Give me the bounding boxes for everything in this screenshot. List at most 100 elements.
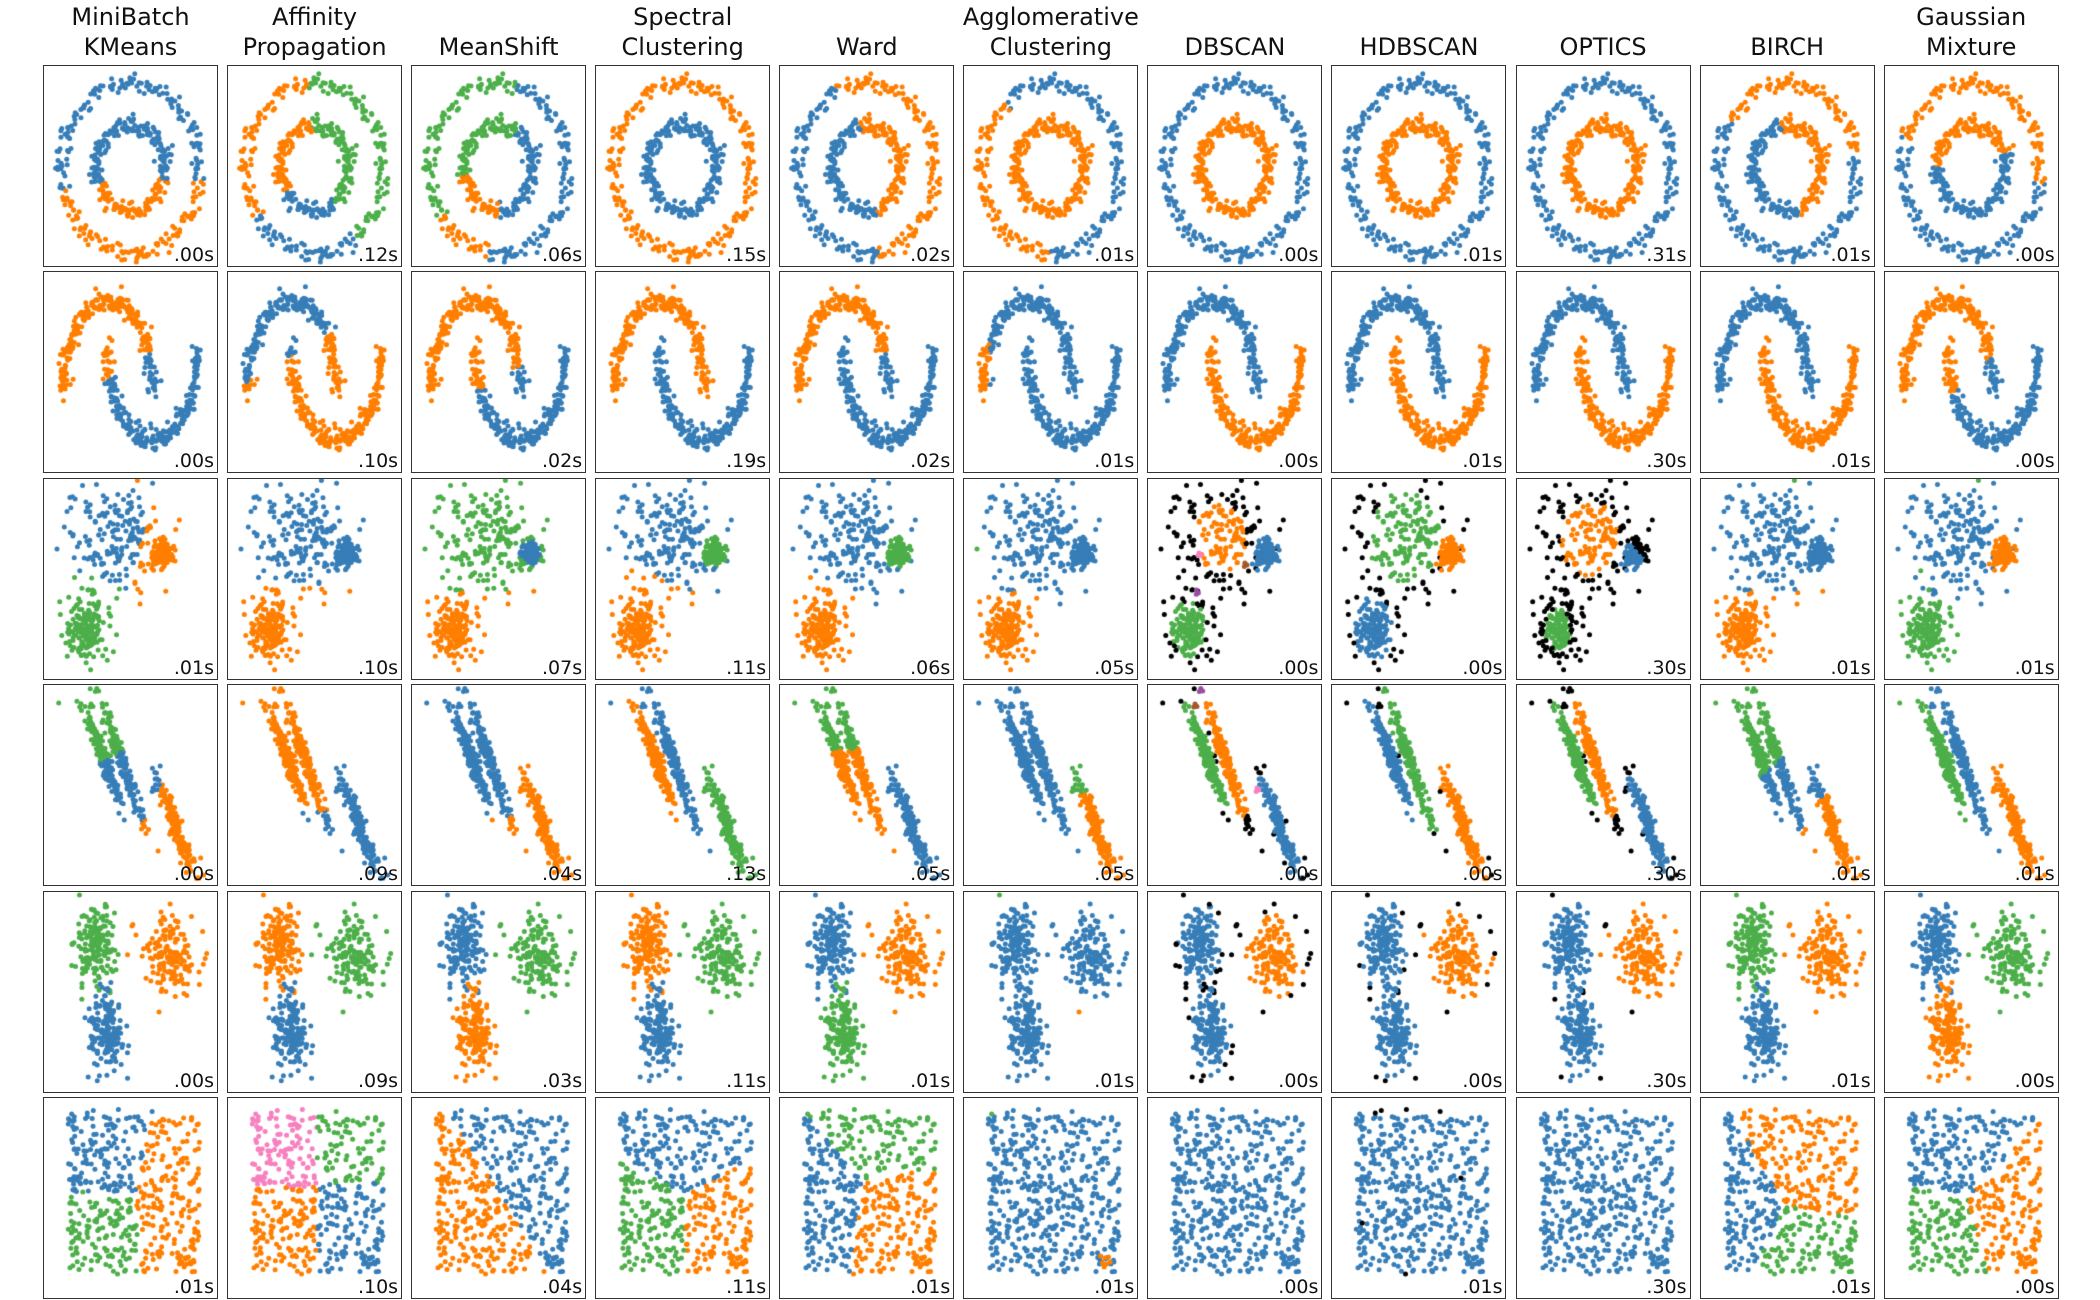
scatter-canvas	[1148, 1098, 1322, 1298]
subplot-r1c4: .15s	[595, 65, 771, 267]
subplot-r4c2: .09s	[227, 684, 403, 887]
subplot-r6c1: .01s	[43, 1097, 218, 1299]
subplot-r6c2: .10s	[227, 1097, 403, 1299]
scatter-canvas	[596, 66, 770, 266]
scatter-canvas	[780, 891, 954, 1092]
scatter-canvas	[964, 685, 1138, 886]
scatter-canvas	[1884, 1098, 2058, 1298]
timing-label: .30s	[1646, 1069, 1687, 1092]
timing-label: .01s	[910, 1069, 951, 1092]
subplot-r4c3: .04s	[411, 684, 587, 887]
timing-label: .03s	[542, 1069, 583, 1092]
timing-label: .01s	[1094, 1069, 1135, 1092]
subplot-r1c5: .02s	[779, 65, 955, 267]
scatter-canvas	[228, 891, 402, 1092]
timing-label: .01s	[173, 1276, 214, 1298]
scatter-canvas	[596, 685, 770, 886]
scatter-canvas	[1700, 891, 1874, 1092]
scatter-canvas	[1516, 891, 1690, 1092]
timing-label: .00s	[1278, 450, 1319, 473]
subplot-r1c9: .31s	[1515, 65, 1691, 267]
scatter-canvas	[1516, 478, 1690, 679]
scatter-canvas	[1700, 272, 1874, 473]
timing-label: .01s	[1830, 863, 1871, 886]
scatter-canvas	[228, 272, 402, 473]
timing-label: .07s	[542, 656, 583, 679]
scatter-canvas	[1332, 66, 1506, 266]
subplot-r5c11: .00s	[1883, 890, 2059, 1093]
scatter-canvas	[228, 478, 402, 679]
timing-label: .12s	[357, 244, 399, 266]
scatter-canvas	[1148, 272, 1322, 473]
timing-label: .05s	[1094, 656, 1135, 679]
timing-label: .00s	[1278, 1276, 1319, 1298]
scatter-canvas	[228, 685, 402, 886]
scatter-canvas	[780, 685, 954, 886]
timing-label: .09s	[357, 863, 399, 886]
scatter-canvas	[1884, 478, 2058, 679]
subplot-r4c7: .00s	[1147, 684, 1323, 887]
subplot-r1c7: .00s	[1147, 65, 1323, 267]
timing-label: .01s	[1830, 1276, 1871, 1298]
subplot-r1c6: .01s	[963, 65, 1139, 267]
subplot-r1c2: .12s	[227, 65, 403, 267]
subplot-r4c11: .01s	[1883, 684, 2059, 887]
scatter-canvas	[596, 478, 770, 679]
timing-label: .00s	[1278, 863, 1319, 886]
subplot-r2c10: .01s	[1699, 271, 1875, 474]
timing-label: .00s	[2014, 1069, 2055, 1092]
timing-label: .10s	[357, 1276, 399, 1298]
scatter-canvas	[412, 66, 586, 266]
subplot-r6c4: .11s	[595, 1097, 771, 1299]
subplot-r5c9: .30s	[1515, 890, 1691, 1093]
column-title: Spectral Clustering	[621, 3, 744, 61]
scatter-canvas	[1700, 1098, 1874, 1298]
scatter-canvas	[964, 1098, 1138, 1298]
scatter-canvas	[1884, 891, 2058, 1092]
scatter-canvas	[1332, 891, 1506, 1092]
scatter-canvas	[412, 891, 586, 1092]
timing-label: .01s	[173, 656, 214, 679]
subplot-r5c8: .00s	[1331, 890, 1507, 1093]
subplot-r2c5: .02s	[779, 271, 955, 474]
subplot-r6c5: .01s	[779, 1097, 955, 1299]
timing-label: .09s	[357, 1069, 399, 1092]
scatter-canvas	[412, 478, 586, 679]
timing-label: .01s	[910, 1276, 951, 1298]
scatter-canvas	[964, 891, 1138, 1092]
timing-label: .01s	[1462, 450, 1503, 473]
scatter-canvas	[780, 272, 954, 473]
timing-label: .11s	[726, 656, 767, 679]
scatter-canvas	[1332, 1098, 1506, 1298]
timing-label: .01s	[2014, 656, 2055, 679]
subplot-r6c3: .04s	[411, 1097, 587, 1299]
column-title: Agglomerative Clustering	[962, 3, 1139, 61]
scatter-canvas	[1700, 685, 1874, 886]
subplot-r4c5: .05s	[779, 684, 955, 887]
timing-label: .00s	[173, 1069, 214, 1092]
timing-label: .00s	[2014, 450, 2055, 473]
scatter-canvas	[1516, 685, 1690, 886]
timing-label: .01s	[1094, 244, 1135, 266]
subplot-r6c9: .30s	[1515, 1097, 1691, 1299]
subplot-r3c9: .30s	[1515, 477, 1691, 680]
subplot-r1c8: .01s	[1331, 65, 1507, 267]
subplot-r5c4: .11s	[595, 890, 771, 1093]
scatter-canvas	[44, 272, 217, 473]
scatter-canvas	[1884, 272, 2058, 473]
scatter-canvas	[228, 1098, 402, 1298]
scatter-canvas	[596, 272, 770, 473]
column-title: MiniBatch KMeans	[71, 3, 190, 61]
timing-label: .13s	[726, 863, 767, 886]
scatter-canvas	[412, 272, 586, 473]
column-title: MeanShift	[438, 33, 559, 61]
subplot-r5c6: .01s	[963, 890, 1139, 1093]
subplot-r5c5: .01s	[779, 890, 955, 1093]
timing-label: .00s	[1278, 1069, 1319, 1092]
subplot-r1c11: .00s	[1883, 65, 2059, 267]
scatter-canvas	[1148, 66, 1322, 266]
scatter-canvas	[1516, 66, 1690, 266]
scatter-canvas	[780, 66, 954, 266]
timing-label: .10s	[357, 450, 399, 473]
